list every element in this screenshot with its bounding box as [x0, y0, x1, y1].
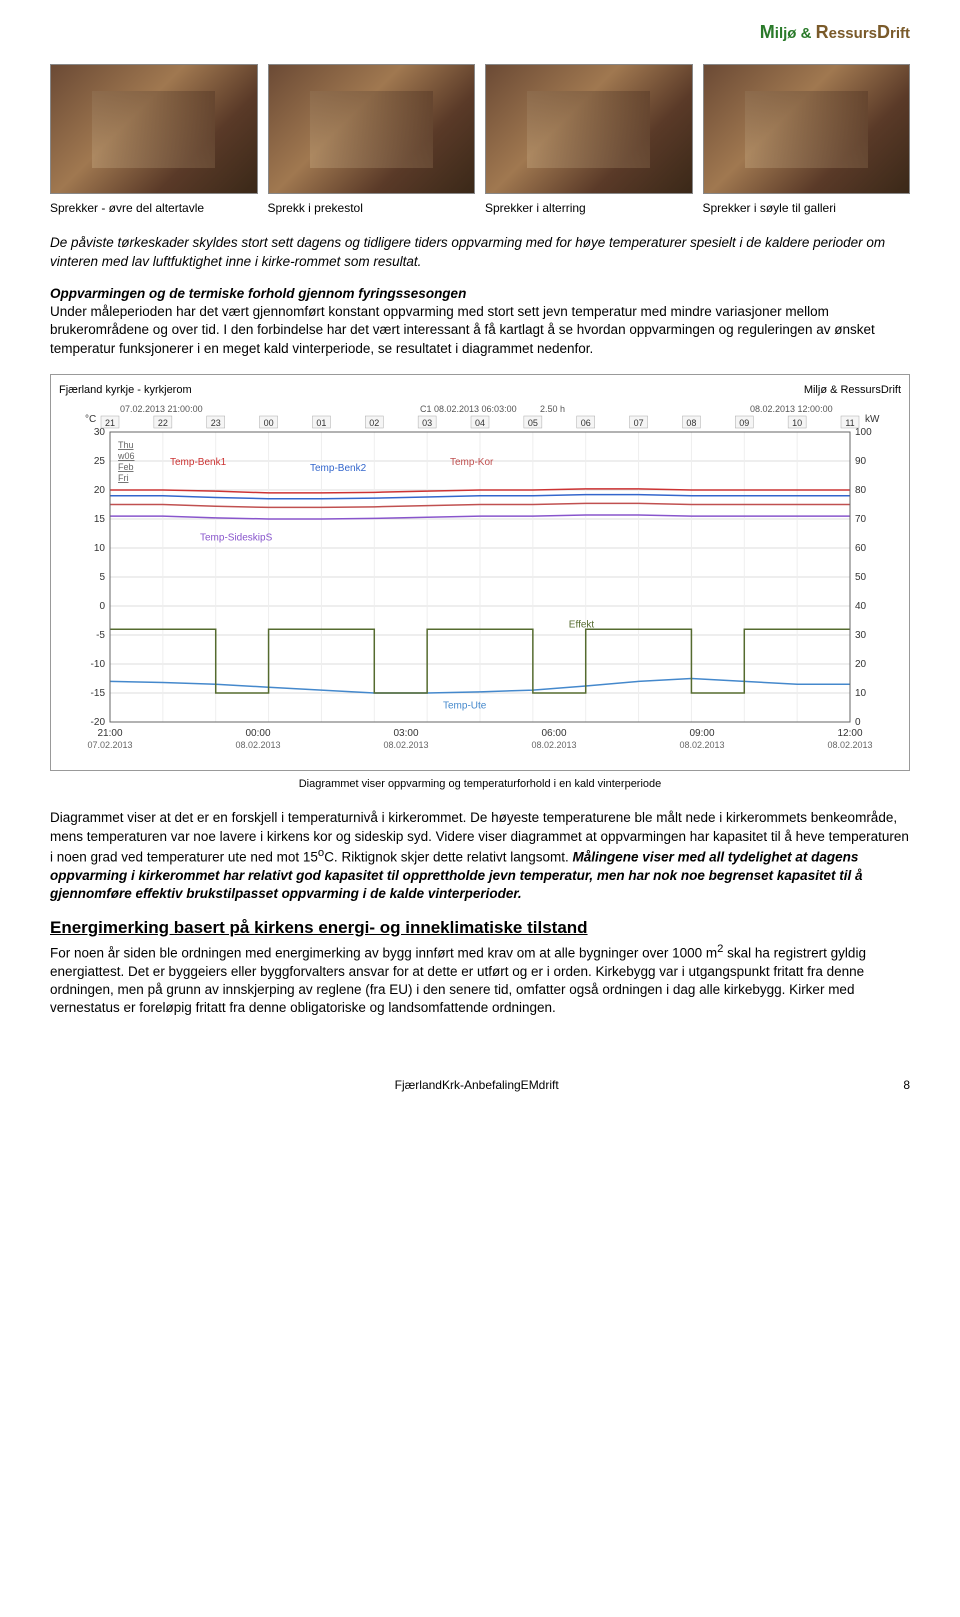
chart-title-right: Miljø & RessursDrift: [804, 383, 901, 398]
svg-text:100: 100: [855, 427, 872, 438]
svg-text:5: 5: [99, 572, 105, 583]
chart-area: -20-15-10-505101520253001020304050607080…: [59, 402, 901, 762]
svg-text:08.02.2013: 08.02.2013: [679, 740, 724, 750]
svg-text:w06: w06: [117, 451, 135, 461]
para-oppvarming: Oppvarmingen og de termiske forhold gjen…: [50, 285, 910, 358]
footer: FjærlandKrk-AnbefalingEMdrift 8: [50, 1077, 910, 1093]
svg-text:06:00: 06:00: [541, 728, 566, 739]
svg-text:07.02.2013: 07.02.2013: [87, 740, 132, 750]
section2-heading: Energimerking basert på kirkens energi- …: [50, 917, 910, 940]
caption-1: Sprekker - øvre del altertavle: [50, 200, 258, 216]
svg-text:01: 01: [316, 418, 326, 428]
svg-text:Thu: Thu: [118, 440, 134, 450]
svg-text:90: 90: [855, 456, 867, 467]
section2-body: For noen år siden ble ordningen med ener…: [50, 942, 910, 1017]
svg-text:03: 03: [422, 418, 432, 428]
svg-text:0: 0: [99, 601, 105, 612]
svg-text:20: 20: [94, 485, 106, 496]
svg-text:kW: kW: [865, 414, 880, 425]
svg-text:°C: °C: [85, 414, 96, 425]
svg-text:30: 30: [855, 630, 867, 641]
svg-text:10: 10: [94, 543, 106, 554]
svg-text:09:00: 09:00: [689, 728, 714, 739]
svg-text:50: 50: [855, 572, 867, 583]
svg-text:-20: -20: [91, 717, 106, 728]
svg-text:60: 60: [855, 543, 867, 554]
svg-text:Temp-Benk2: Temp-Benk2: [310, 462, 367, 473]
svg-text:25: 25: [94, 456, 106, 467]
svg-text:Fri: Fri: [118, 473, 129, 483]
svg-text:08.02.2013: 08.02.2013: [531, 740, 576, 750]
caption-2: Sprekk i prekestol: [268, 200, 476, 216]
svg-text:22: 22: [158, 418, 168, 428]
caption-4: Sprekker i søyle til galleri: [703, 200, 911, 216]
svg-text:09: 09: [739, 418, 749, 428]
svg-text:11: 11: [845, 418, 854, 428]
photo-3: [485, 64, 693, 194]
svg-text:00: 00: [264, 418, 274, 428]
svg-text:07: 07: [634, 418, 644, 428]
svg-text:20: 20: [855, 659, 867, 670]
svg-text:15: 15: [94, 514, 106, 525]
svg-text:00:00: 00:00: [245, 728, 270, 739]
svg-text:08.02.2013: 08.02.2013: [383, 740, 428, 750]
svg-text:Temp-Benk1: Temp-Benk1: [170, 457, 227, 468]
chart-container: Fjærland kyrkje - kyrkjerom Miljø & Ress…: [50, 374, 910, 771]
footer-doc: FjærlandKrk-AnbefalingEMdrift: [395, 1078, 559, 1092]
chart-svg: -20-15-10-505101520253001020304050607080…: [59, 402, 901, 762]
para2-heading: Oppvarmingen og de termiske forhold gjen…: [50, 286, 466, 301]
chart-header: Fjærland kyrkje - kyrkjerom Miljø & Ress…: [59, 383, 901, 398]
chart-title-left: Fjærland kyrkje - kyrkjerom: [59, 383, 192, 398]
brand-header: Miljø & RessursDrift: [50, 20, 910, 44]
svg-text:0: 0: [855, 717, 861, 728]
svg-text:21:00: 21:00: [97, 728, 122, 739]
photo-4: [703, 64, 911, 194]
svg-text:Temp-Ute: Temp-Ute: [443, 700, 487, 711]
svg-text:Temp-Kor: Temp-Kor: [450, 457, 494, 468]
svg-text:08.02.2013 12:00:00: 08.02.2013 12:00:00: [750, 404, 833, 414]
svg-text:40: 40: [855, 601, 867, 612]
svg-text:-10: -10: [91, 659, 106, 670]
svg-text:03:00: 03:00: [393, 728, 418, 739]
svg-text:04: 04: [475, 418, 485, 428]
footer-page: 8: [903, 1077, 910, 1093]
photo-1: [50, 64, 258, 194]
svg-text:-15: -15: [91, 688, 106, 699]
svg-text:05: 05: [528, 418, 538, 428]
svg-text:23: 23: [211, 418, 221, 428]
svg-text:08.02.2013: 08.02.2013: [235, 740, 280, 750]
svg-text:02: 02: [369, 418, 379, 428]
svg-text:12:00: 12:00: [837, 728, 862, 739]
svg-text:Feb: Feb: [118, 462, 134, 472]
svg-text:10: 10: [855, 688, 867, 699]
svg-text:10: 10: [792, 418, 802, 428]
svg-text:30: 30: [94, 427, 106, 438]
svg-text:-5: -5: [96, 630, 105, 641]
svg-text:08: 08: [686, 418, 696, 428]
para2-body: Under måleperioden har det vært gjennomf…: [50, 304, 875, 355]
svg-text:70: 70: [855, 514, 867, 525]
chart-caption: Diagrammet viser oppvarming og temperatu…: [50, 777, 910, 792]
para-tørkeskader: De påviste tørkeskader skyldes stort set…: [50, 234, 910, 270]
svg-text:08.02.2013: 08.02.2013: [827, 740, 872, 750]
caption-3: Sprekker i alterring: [485, 200, 693, 216]
svg-text:06: 06: [581, 418, 591, 428]
photo-2: [268, 64, 476, 194]
para-diagram: Diagrammet viser at det er en forskjell …: [50, 809, 910, 903]
svg-text:80: 80: [855, 485, 867, 496]
photo-row: [50, 64, 910, 194]
svg-text:07.02.2013 21:00:00: 07.02.2013 21:00:00: [120, 404, 203, 414]
svg-text:2.50 h: 2.50 h: [540, 404, 565, 414]
svg-text:Temp-SideskipS: Temp-SideskipS: [200, 532, 273, 543]
svg-text:21: 21: [105, 418, 115, 428]
svg-text:Effekt: Effekt: [569, 619, 595, 630]
svg-text:C1 08.02.2013 06:03:00: C1 08.02.2013 06:03:00: [420, 404, 517, 414]
caption-row: Sprekker - øvre del altertavle Sprekk i …: [50, 200, 910, 216]
